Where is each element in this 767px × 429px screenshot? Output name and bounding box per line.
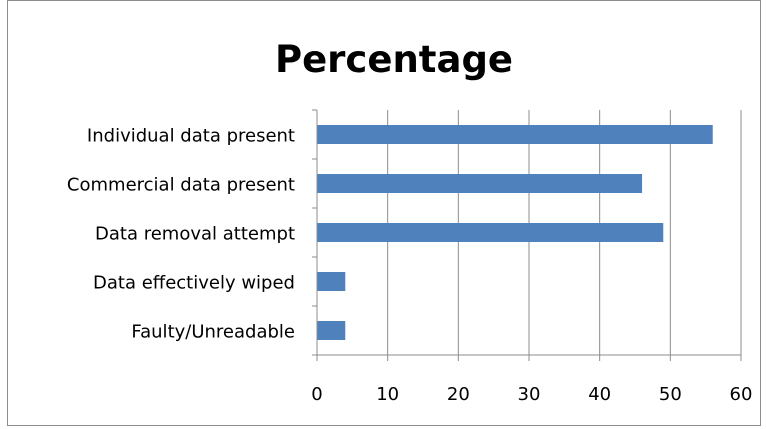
bars [317,125,713,340]
bar-4 [317,321,346,340]
x-tick-label-30: 30 [518,384,541,405]
x-tick-label-60: 60 [730,384,753,405]
chart-title: Percentage [275,38,513,81]
category-label-4: Faulty/Unreadable [131,322,295,343]
category-label-0: Individual data present [87,126,295,147]
category-label-1: Commercial data present [67,175,295,196]
bar-0 [317,125,713,144]
tick-labels: 0 10 20 30 40 50 60 [311,384,752,405]
gridlines [387,110,742,355]
bar-2 [317,223,664,242]
category-labels: Individual data present Commercial data p… [67,126,295,343]
x-tick-label-50: 50 [659,384,682,405]
x-tick-label-0: 0 [311,384,322,405]
axes [312,109,742,361]
x-tick-label-10: 10 [376,384,399,405]
bar-3 [317,272,346,291]
category-label-2: Data removal attempt [95,224,295,245]
x-tick-label-20: 20 [447,384,470,405]
x-tick-label-40: 40 [588,384,611,405]
bar-1 [317,174,643,193]
category-label-3: Data effectively wiped [93,273,295,294]
